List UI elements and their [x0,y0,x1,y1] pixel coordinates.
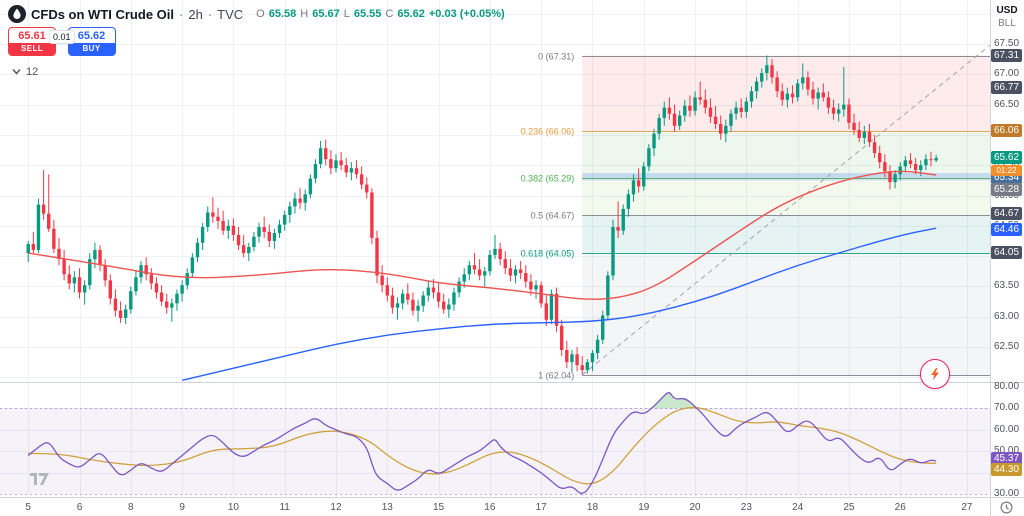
sell-price: 65.61 [18,30,46,42]
chevron-down-icon [12,66,21,78]
objects-count: 12 [26,66,39,78]
close-label: C [385,8,394,20]
high-value: 65.67 [312,8,340,20]
currency-label[interactable]: USD [996,5,1018,16]
sell-button[interactable]: 65.61 SELL [8,27,56,56]
open-label: O [256,8,265,20]
sell-label: SELL [9,43,55,55]
change-value: +0.03 (+0.05%) [428,8,505,20]
low-value: 65.55 [353,8,382,20]
buy-price: 65.62 [77,30,106,42]
unit-label[interactable]: BLL [998,18,1016,29]
buy-button[interactable]: 65.62 BUY [67,27,116,56]
low-label: L [343,8,350,20]
instrument-logo-icon [8,5,26,23]
axis-unit-toggle[interactable]: USD BLL [992,4,1022,30]
ohlc-values: O 65.58 H 65.67 L 65.55 C 65.62 +0.03 (+… [256,8,505,20]
lightning-boost-button[interactable] [920,359,950,389]
legend-separator: · [207,6,213,22]
exchange-label[interactable]: TVC [217,6,244,22]
time-axis-clock-icon[interactable] [1000,501,1013,516]
buy-label: BUY [68,43,115,55]
open-value: 65.58 [268,8,297,20]
high-label: H [300,8,309,20]
lightning-icon [931,368,939,380]
interval-label[interactable]: 2h [188,6,203,22]
spread-value: 0.01 [49,30,75,44]
symbol-title[interactable]: CFDs on WTI Crude Oil [31,6,174,22]
legend-separator: · [179,6,184,22]
tradingview-logo[interactable] [28,472,50,491]
object-tree-chip[interactable]: 12 [12,66,38,78]
trade-panel: 65.61 SELL 0.01 65.62 BUY [8,27,116,56]
close-value: 65.62 [397,8,425,20]
chart-legend: CFDs on WTI Crude Oil · 2h · TVC O 65.58… [8,5,505,23]
